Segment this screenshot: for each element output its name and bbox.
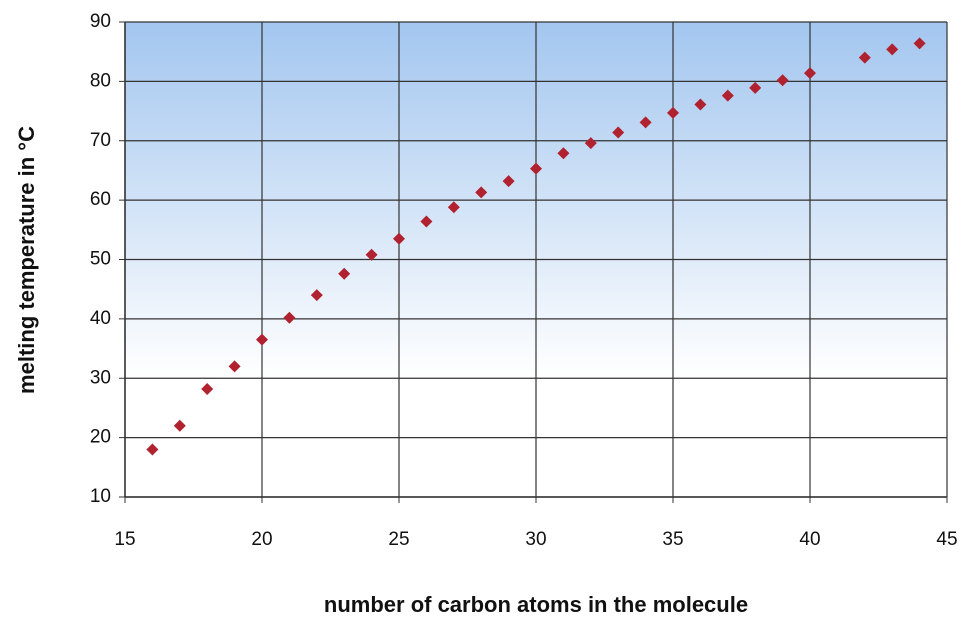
point bbox=[858, 51, 871, 64]
point bbox=[584, 137, 597, 150]
point bbox=[749, 81, 762, 94]
y-tick-label: 40 bbox=[90, 308, 111, 329]
point bbox=[776, 74, 789, 87]
x-tick-label: 15 bbox=[114, 529, 135, 550]
y-axis-label: melting temperature in °C bbox=[14, 126, 39, 394]
x-tick-label: 30 bbox=[525, 529, 546, 550]
point bbox=[310, 289, 323, 302]
point bbox=[447, 201, 460, 214]
point bbox=[557, 147, 570, 160]
point bbox=[338, 267, 351, 280]
y-tick-label: 50 bbox=[90, 249, 111, 270]
y-tick-label: 20 bbox=[90, 427, 111, 448]
point bbox=[721, 89, 734, 102]
x-tick-label: 25 bbox=[388, 529, 409, 550]
point bbox=[393, 232, 405, 245]
y-tick-label: 60 bbox=[90, 189, 111, 210]
point bbox=[146, 443, 159, 456]
point bbox=[228, 360, 241, 373]
y-tick-label: 70 bbox=[90, 130, 111, 151]
point bbox=[886, 43, 899, 56]
point bbox=[530, 162, 542, 175]
point bbox=[201, 382, 214, 395]
x-tick-label: 45 bbox=[936, 529, 957, 550]
y-tick-label: 10 bbox=[90, 486, 111, 507]
y-tick-label: 90 bbox=[90, 11, 111, 32]
point bbox=[173, 419, 186, 432]
x-tick-label: 35 bbox=[662, 529, 683, 550]
point bbox=[475, 186, 488, 199]
point bbox=[502, 175, 515, 188]
x-axis-label: number of carbon atoms in the molecule bbox=[324, 592, 748, 617]
point bbox=[667, 106, 679, 119]
point bbox=[694, 98, 707, 111]
y-tick-label: 80 bbox=[90, 70, 111, 91]
point bbox=[639, 116, 652, 129]
x-tick-label: 40 bbox=[799, 529, 820, 550]
point bbox=[256, 333, 268, 346]
point bbox=[612, 126, 625, 139]
x-tick-label: 20 bbox=[251, 529, 272, 550]
point bbox=[365, 248, 378, 261]
point bbox=[283, 311, 296, 324]
point bbox=[913, 37, 926, 50]
point bbox=[420, 215, 433, 228]
y-tick-label: 30 bbox=[90, 367, 111, 388]
point bbox=[804, 67, 816, 80]
